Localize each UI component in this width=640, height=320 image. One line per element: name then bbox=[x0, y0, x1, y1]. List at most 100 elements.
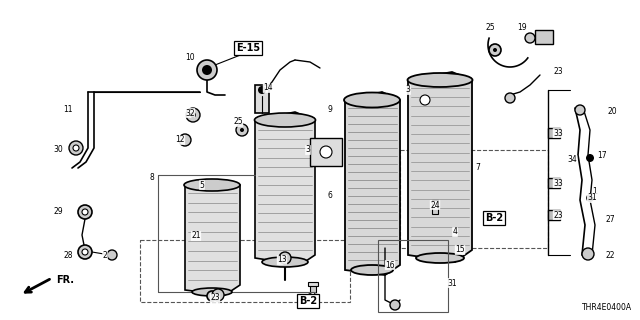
Text: 3: 3 bbox=[406, 85, 410, 94]
Text: THR4E0400A: THR4E0400A bbox=[582, 303, 632, 312]
Text: E-15: E-15 bbox=[236, 43, 260, 53]
Text: 33: 33 bbox=[553, 179, 563, 188]
Text: 9: 9 bbox=[328, 106, 332, 115]
Text: 4: 4 bbox=[452, 228, 458, 236]
Text: 27: 27 bbox=[605, 215, 615, 225]
Text: 7: 7 bbox=[476, 164, 481, 172]
Text: 28: 28 bbox=[63, 251, 73, 260]
Text: 31: 31 bbox=[447, 278, 457, 287]
Text: 30: 30 bbox=[53, 146, 63, 155]
Ellipse shape bbox=[262, 257, 308, 267]
Text: 10: 10 bbox=[185, 53, 195, 62]
Bar bbox=[432, 200, 438, 214]
Text: 19: 19 bbox=[517, 23, 527, 33]
Circle shape bbox=[505, 93, 515, 103]
Text: B-2: B-2 bbox=[299, 296, 317, 306]
Bar bbox=[140, 240, 350, 302]
Circle shape bbox=[78, 245, 92, 259]
Bar bbox=[310, 138, 342, 166]
Circle shape bbox=[390, 300, 400, 310]
Text: 13: 13 bbox=[277, 255, 287, 265]
Circle shape bbox=[190, 112, 196, 118]
Polygon shape bbox=[345, 92, 400, 275]
Text: 21: 21 bbox=[191, 231, 201, 241]
Circle shape bbox=[236, 124, 248, 136]
Text: B-2: B-2 bbox=[485, 213, 503, 223]
Circle shape bbox=[78, 205, 92, 219]
Text: 22: 22 bbox=[605, 252, 615, 260]
Circle shape bbox=[586, 154, 594, 162]
Circle shape bbox=[493, 48, 497, 52]
Text: 12: 12 bbox=[175, 135, 185, 145]
Ellipse shape bbox=[416, 253, 464, 263]
Circle shape bbox=[69, 141, 83, 155]
Text: 16: 16 bbox=[385, 260, 395, 269]
Text: 1: 1 bbox=[593, 188, 597, 196]
Text: 25: 25 bbox=[233, 117, 243, 126]
Circle shape bbox=[197, 60, 217, 80]
Text: 6: 6 bbox=[328, 190, 332, 199]
Text: 23: 23 bbox=[553, 68, 563, 76]
Circle shape bbox=[82, 209, 88, 215]
Ellipse shape bbox=[192, 288, 232, 296]
Text: 3: 3 bbox=[305, 146, 310, 155]
Ellipse shape bbox=[408, 73, 472, 87]
Circle shape bbox=[420, 95, 430, 105]
Ellipse shape bbox=[344, 92, 400, 108]
Text: 29: 29 bbox=[53, 207, 63, 217]
Polygon shape bbox=[255, 112, 315, 265]
Bar bbox=[378, 240, 448, 312]
Text: 20: 20 bbox=[607, 108, 617, 116]
Text: 14: 14 bbox=[263, 84, 273, 92]
Circle shape bbox=[179, 134, 191, 146]
Ellipse shape bbox=[255, 113, 316, 127]
Circle shape bbox=[283, 256, 287, 260]
Circle shape bbox=[216, 293, 220, 297]
Text: 25: 25 bbox=[485, 23, 495, 33]
Circle shape bbox=[525, 33, 535, 43]
Circle shape bbox=[240, 128, 244, 132]
Circle shape bbox=[202, 65, 212, 75]
Text: 23: 23 bbox=[210, 293, 220, 302]
Bar bbox=[548, 210, 560, 220]
Circle shape bbox=[212, 289, 224, 301]
Text: 15: 15 bbox=[455, 245, 465, 254]
Circle shape bbox=[320, 146, 332, 158]
Text: 33: 33 bbox=[553, 129, 563, 138]
Text: 8: 8 bbox=[150, 173, 154, 182]
Text: 24: 24 bbox=[430, 201, 440, 210]
Circle shape bbox=[82, 249, 88, 255]
Circle shape bbox=[107, 250, 117, 260]
Text: 34: 34 bbox=[567, 156, 577, 164]
Bar bbox=[410, 88, 440, 113]
Circle shape bbox=[186, 108, 200, 122]
Circle shape bbox=[489, 44, 501, 56]
Circle shape bbox=[258, 86, 266, 94]
Text: 2: 2 bbox=[102, 251, 108, 260]
Polygon shape bbox=[185, 180, 240, 295]
Circle shape bbox=[582, 248, 594, 260]
Text: 17: 17 bbox=[597, 150, 607, 159]
Bar bbox=[308, 282, 318, 286]
Circle shape bbox=[575, 105, 585, 115]
Circle shape bbox=[207, 291, 217, 301]
Circle shape bbox=[586, 194, 594, 202]
Bar bbox=[310, 284, 316, 298]
Text: FR.: FR. bbox=[56, 275, 74, 285]
Ellipse shape bbox=[351, 265, 393, 275]
Circle shape bbox=[279, 252, 291, 264]
Bar bbox=[255, 85, 269, 113]
Bar bbox=[400, 150, 548, 248]
Text: 11: 11 bbox=[63, 106, 73, 115]
Polygon shape bbox=[408, 72, 472, 262]
Circle shape bbox=[73, 145, 79, 151]
Bar bbox=[548, 178, 560, 188]
Ellipse shape bbox=[184, 179, 240, 191]
Text: 24: 24 bbox=[307, 293, 317, 302]
Text: 31: 31 bbox=[587, 194, 597, 203]
Text: 5: 5 bbox=[200, 180, 204, 189]
Bar bbox=[535, 30, 553, 44]
Text: 23: 23 bbox=[553, 211, 563, 220]
Bar bbox=[548, 128, 560, 138]
Text: 32: 32 bbox=[185, 108, 195, 117]
